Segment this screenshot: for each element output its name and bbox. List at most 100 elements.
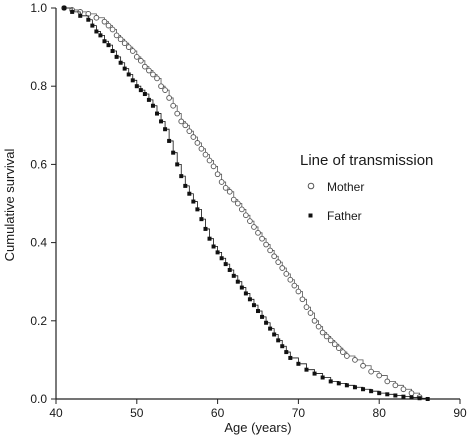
point-father — [344, 383, 349, 388]
x-tick-label: 50 — [130, 406, 144, 420]
point-mother — [150, 71, 156, 78]
point-father — [260, 314, 265, 319]
point-father — [256, 309, 260, 314]
y-tick-label: 0.4 — [30, 236, 47, 250]
point-father — [106, 43, 111, 48]
point-father — [247, 297, 252, 302]
point-father — [134, 84, 139, 89]
point-mother — [202, 151, 209, 158]
point-mother — [376, 372, 383, 379]
point-father — [175, 162, 180, 167]
point-father — [114, 54, 119, 59]
point-father — [171, 150, 176, 155]
point-mother — [360, 362, 366, 369]
point-mother — [299, 296, 306, 303]
point-father — [207, 236, 212, 241]
point-mother — [255, 229, 261, 236]
point-father — [183, 183, 188, 188]
point-father — [163, 127, 168, 132]
point-mother — [230, 196, 237, 203]
point-mother — [352, 357, 358, 363]
point-mother — [113, 32, 120, 39]
point-mother — [186, 128, 193, 135]
point-father — [155, 111, 159, 116]
point-mother — [178, 118, 185, 125]
y-tick-label: 0.0 — [30, 392, 47, 406]
point-father — [102, 39, 107, 44]
point-mother — [133, 54, 140, 60]
y-tick-label: 0.2 — [30, 314, 47, 328]
legend-label-father: Father — [327, 209, 362, 223]
legend-marker-father — [308, 213, 313, 218]
point-mother — [392, 382, 399, 389]
point-father — [70, 9, 75, 14]
point-mother — [154, 75, 160, 82]
y-axis-title: Cumulative survival — [2, 149, 17, 262]
point-mother — [93, 14, 100, 21]
point-mother — [238, 206, 245, 213]
axes — [55, 8, 460, 400]
point-father — [328, 379, 333, 384]
point-father — [385, 392, 390, 397]
point-father — [179, 174, 184, 179]
point-mother — [327, 337, 334, 344]
legend: Line of transmission Mother Father — [300, 152, 433, 223]
point-father — [336, 381, 341, 386]
point-father — [191, 199, 196, 204]
x-axis-title: Age (years) — [224, 420, 291, 435]
point-father — [276, 338, 281, 343]
x-tick-label: 90 — [453, 406, 467, 420]
point-mother — [129, 48, 136, 54]
point-mother — [194, 140, 201, 146]
legend-marker-mother — [307, 182, 315, 190]
point-mother — [170, 102, 177, 109]
y-ticks: 0.0 0.2 0.4 0.6 0.8 1.0 — [30, 1, 56, 406]
point-father — [272, 332, 277, 337]
point-mother — [146, 67, 152, 74]
legend-title: Line of transmission — [300, 152, 433, 169]
point-mother — [259, 235, 265, 242]
point-father — [243, 291, 248, 296]
y-tick-label: 0.6 — [30, 157, 47, 171]
x-ticks: 40 50 60 70 80 90 — [49, 399, 467, 420]
point-mother — [368, 368, 374, 375]
point-mother — [101, 18, 108, 25]
point-mother — [210, 163, 217, 170]
point-father — [159, 119, 164, 124]
point-father — [150, 103, 155, 108]
point-mother — [267, 247, 273, 254]
point-mother — [275, 259, 282, 266]
point-father — [401, 394, 406, 399]
point-father — [235, 279, 240, 284]
point-father — [425, 397, 430, 401]
point-father — [320, 375, 325, 380]
point-mother — [158, 83, 164, 90]
point-mother — [295, 288, 302, 295]
point-mother — [251, 224, 257, 230]
point-mother — [182, 122, 189, 129]
legend-item-father: Father — [308, 209, 362, 223]
point-father — [118, 60, 123, 65]
point-father — [304, 367, 309, 372]
series-mother — [61, 5, 423, 400]
point-father — [268, 326, 273, 331]
point-father — [227, 267, 232, 272]
legend-label-mother: Mother — [327, 180, 364, 194]
point-mother — [307, 310, 314, 316]
y-tick-label: 1.0 — [30, 1, 47, 15]
legend-item-mother: Mother — [307, 180, 364, 194]
point-father — [138, 88, 143, 93]
point-mother — [117, 36, 124, 43]
point-father — [409, 395, 414, 400]
point-father — [110, 49, 115, 54]
point-father — [296, 361, 301, 366]
point-mother — [218, 179, 225, 185]
point-mother — [283, 271, 290, 277]
point-father — [130, 78, 135, 83]
point-mother — [206, 157, 213, 164]
point-father — [352, 385, 357, 390]
point-father — [288, 355, 293, 360]
point-mother — [125, 44, 132, 50]
point-mother — [121, 40, 128, 47]
x-tick-label: 80 — [373, 406, 387, 420]
